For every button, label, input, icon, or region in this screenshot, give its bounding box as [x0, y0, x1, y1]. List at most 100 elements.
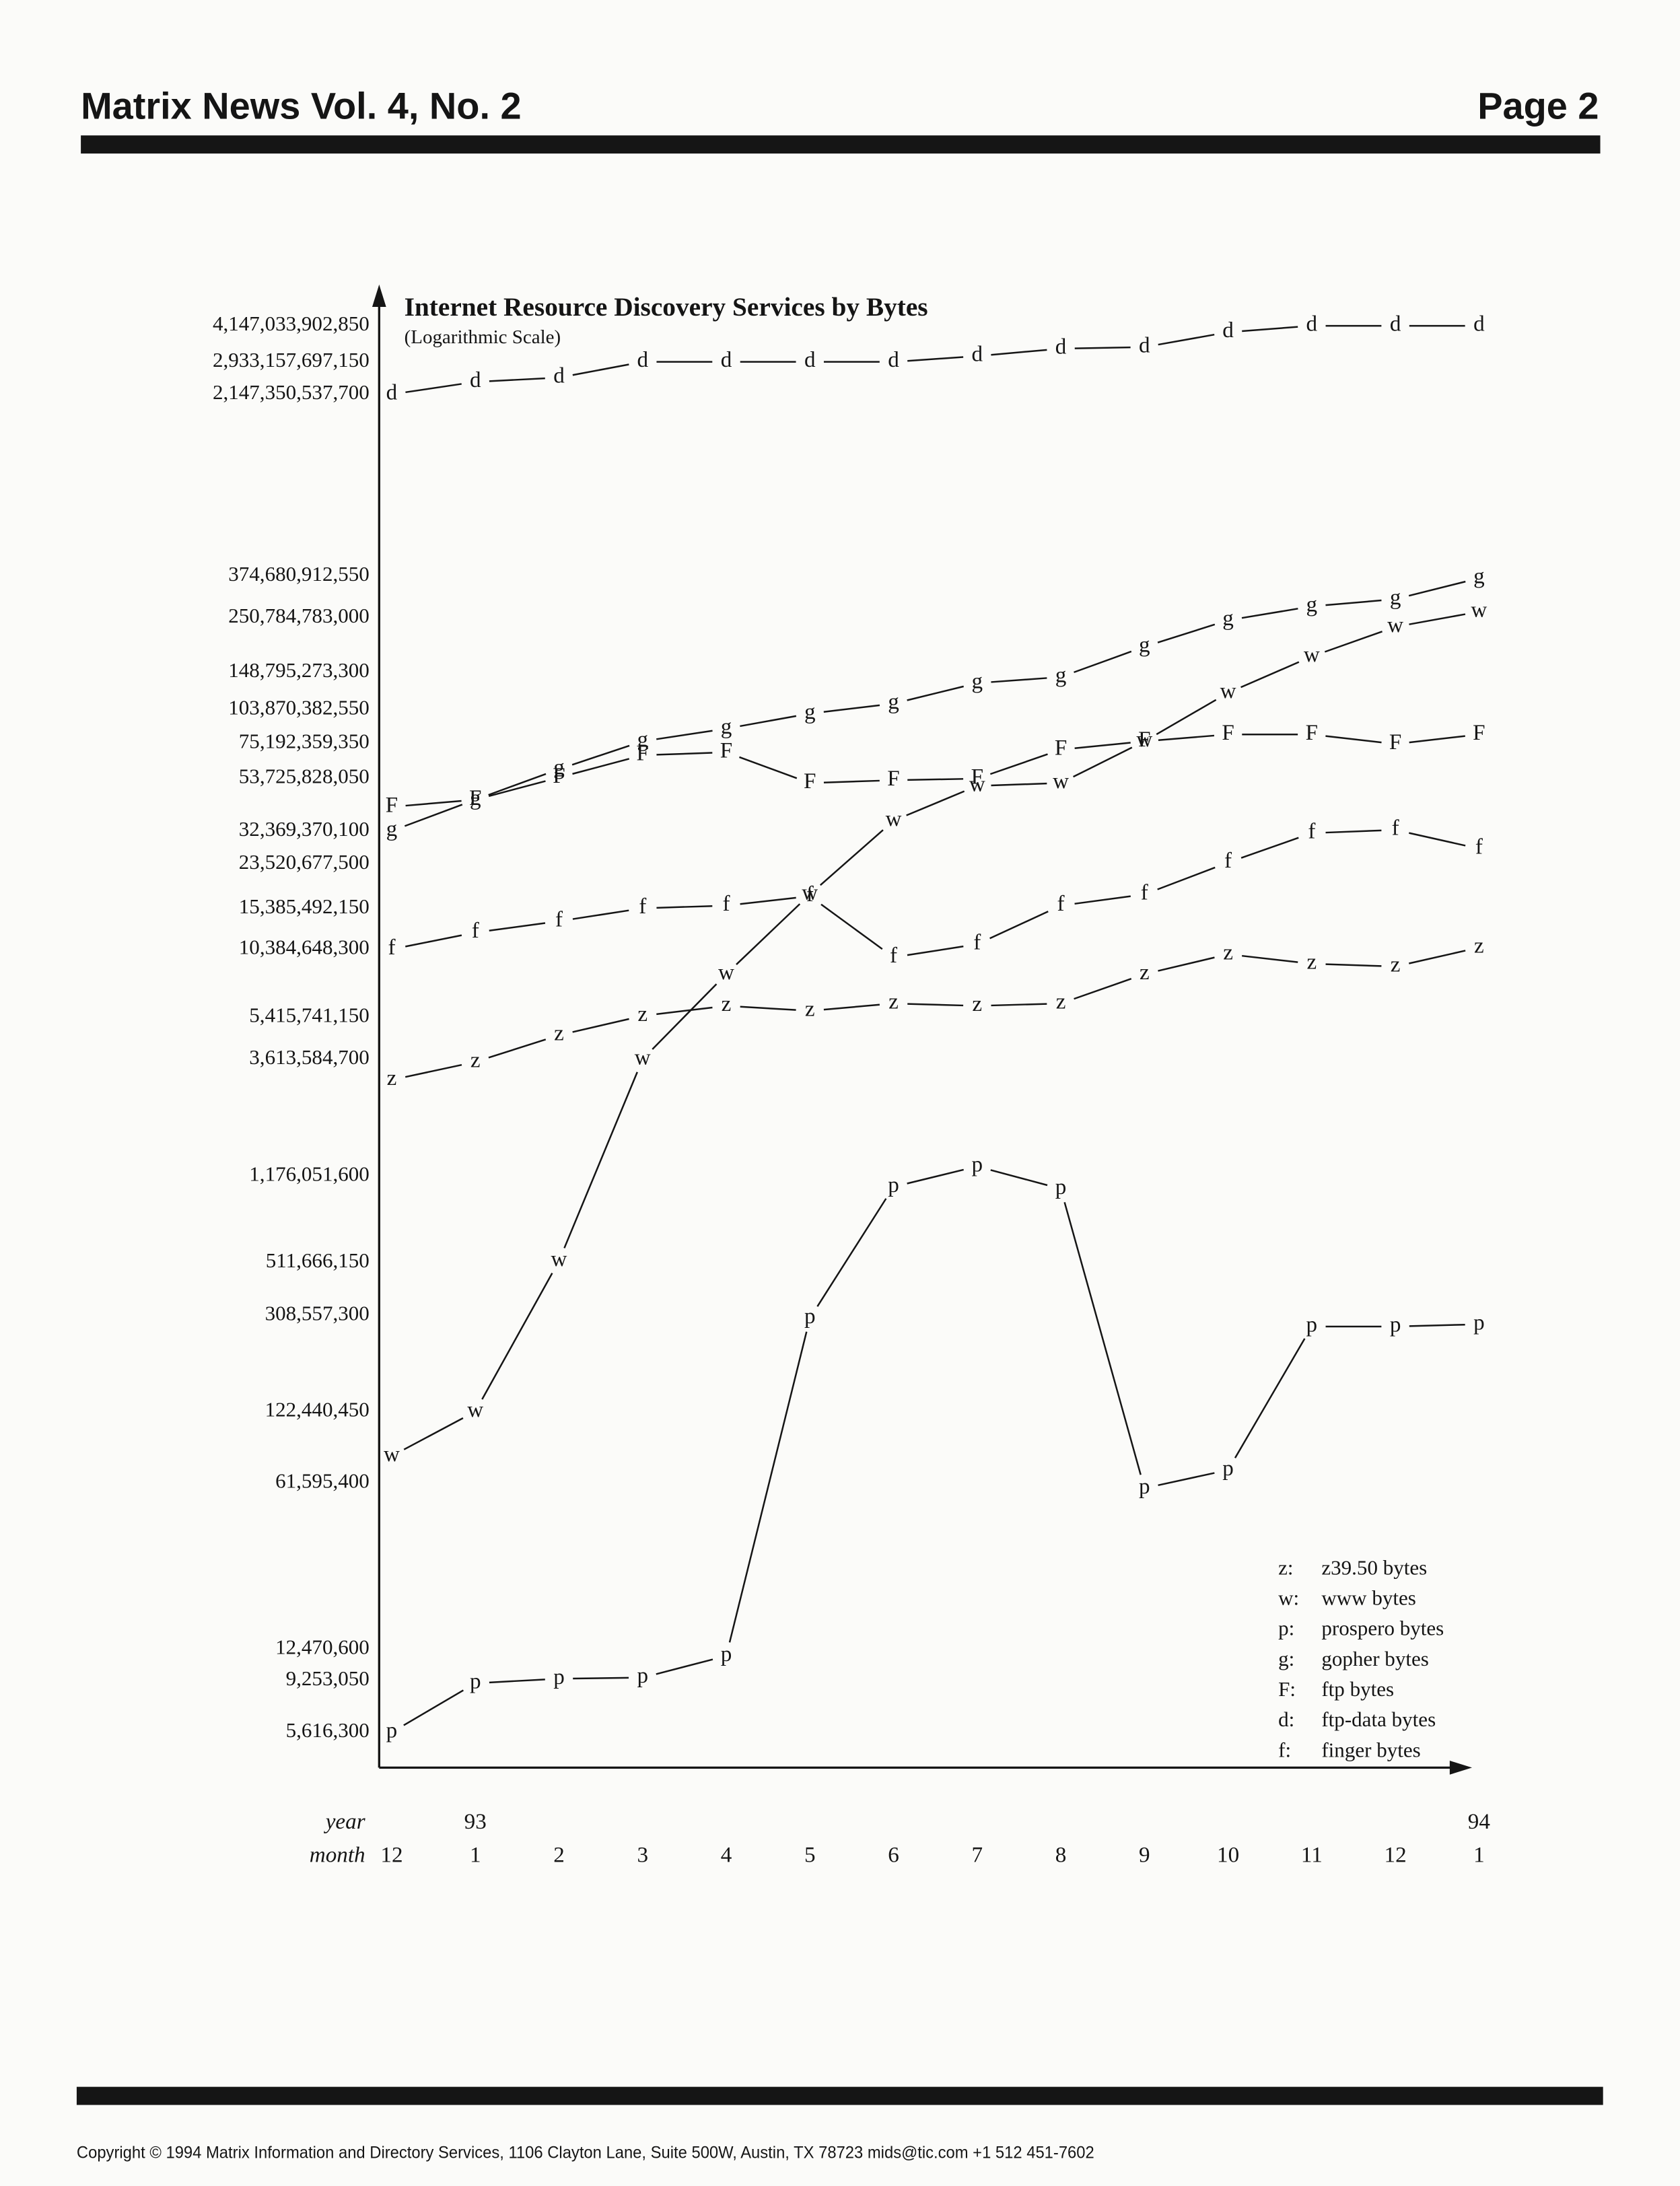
connector: [1156, 699, 1217, 736]
data-point: f: [806, 882, 814, 907]
y-tick-label: 374,680,912,550: [228, 562, 370, 586]
connector: [907, 685, 964, 701]
connector: [1158, 734, 1215, 741]
connector: [728, 1331, 808, 1643]
y-tick-label: 32,369,370,100: [239, 817, 370, 841]
data-point: w: [1471, 597, 1487, 622]
connector: [489, 377, 545, 382]
data-point: d: [470, 367, 481, 392]
data-point: f: [890, 943, 898, 968]
data-point: p: [972, 1152, 983, 1177]
legend-label: ftp-data bytes: [1321, 1707, 1436, 1731]
data-point: z: [972, 991, 982, 1016]
legend-key: F:: [1278, 1677, 1296, 1701]
legend-key: d:: [1278, 1707, 1294, 1731]
data-point: d: [888, 347, 899, 372]
chart-subtitle: (Logarithmic Scale): [405, 326, 561, 348]
connector: [1234, 1338, 1306, 1458]
connector: [990, 1169, 1048, 1187]
data-point: d: [804, 347, 816, 372]
connector: [1240, 661, 1300, 689]
data-point: g: [804, 699, 816, 724]
data-point: F: [887, 766, 899, 791]
connector: [405, 800, 462, 807]
connector: [907, 356, 964, 362]
legend-key: w:: [1278, 1586, 1299, 1610]
y-tick-label: 2,147,350,537,700: [213, 380, 370, 404]
y-tick-label: 15,385,492,150: [239, 894, 370, 918]
connector: [572, 363, 629, 376]
data-point: g: [1306, 592, 1318, 617]
connector: [989, 753, 1048, 775]
x-row-label: month: [310, 1843, 365, 1868]
connector: [736, 903, 801, 965]
data-point: w: [1304, 642, 1320, 667]
connector: [405, 383, 462, 394]
data-point: d: [1306, 312, 1318, 337]
data-point: w: [886, 806, 902, 831]
y-tick-label: 308,557,300: [265, 1301, 370, 1325]
data-point: f: [639, 894, 647, 919]
x-tick-label: 6: [888, 1843, 899, 1868]
connector: [1158, 1472, 1215, 1487]
data-point: g: [1055, 663, 1067, 688]
x-tick-label: 5: [804, 1843, 816, 1868]
data-point: p: [804, 1304, 816, 1329]
connector: [907, 945, 964, 956]
legend-label: z39.50 bytes: [1321, 1555, 1427, 1579]
data-point: z: [1056, 989, 1066, 1014]
data-point: z: [1391, 952, 1401, 977]
page-number: Page 2: [1477, 85, 1599, 127]
connector: [488, 780, 546, 798]
y-tick-label: 103,870,382,550: [228, 695, 370, 719]
data-point: w: [718, 960, 734, 985]
connector: [1241, 608, 1298, 619]
connector: [816, 1198, 887, 1307]
data-point: p: [1473, 1310, 1485, 1335]
connector: [1409, 832, 1466, 847]
data-point: g: [972, 669, 983, 694]
data-point: f: [555, 907, 563, 931]
connector: [563, 1071, 638, 1248]
data-point: f: [1308, 818, 1316, 843]
y-tick-label: 3,613,584,700: [249, 1045, 370, 1069]
connector: [991, 677, 1047, 683]
legend-label: www bytes: [1321, 1586, 1416, 1610]
data-point: f: [1057, 891, 1065, 916]
y-tick-label: 53,725,828,050: [239, 764, 370, 787]
connector: [481, 1273, 553, 1400]
connector: [740, 715, 797, 728]
connector: [571, 744, 630, 766]
header-title: Matrix News Vol. 4, No. 2: [81, 85, 522, 127]
connector: [740, 896, 796, 905]
connector: [572, 909, 629, 920]
data-point: d: [1055, 334, 1067, 359]
data-point: p: [1139, 1474, 1150, 1499]
data-point: w: [635, 1045, 651, 1069]
data-point: d: [1222, 318, 1234, 343]
connector: [1157, 623, 1216, 643]
data-point: f: [472, 918, 480, 943]
x-tick-label: 9: [1139, 1843, 1150, 1868]
data-point: g: [1390, 585, 1401, 610]
connector: [656, 730, 713, 740]
data-point: g: [386, 816, 398, 841]
chart: Internet Resource Discovery Services by …: [213, 284, 1490, 1868]
data-point: z: [1306, 950, 1317, 975]
data-point: d: [972, 342, 983, 367]
connector: [989, 911, 1049, 940]
data-point: w: [1220, 678, 1236, 703]
y-tick-label: 5,415,741,150: [249, 1003, 370, 1026]
x-tick-label: 12: [380, 1843, 403, 1868]
data-point: p: [1306, 1312, 1318, 1337]
connector: [1074, 346, 1131, 349]
connector: [1409, 950, 1466, 964]
connector: [403, 1417, 464, 1450]
connector: [1074, 742, 1131, 749]
legend-key: g:: [1278, 1647, 1294, 1670]
data-point: f: [973, 930, 981, 955]
data-point: F: [1222, 720, 1234, 745]
x-tick-label: 7: [972, 1843, 983, 1868]
data-point: z: [1140, 960, 1150, 985]
connector: [489, 1679, 545, 1684]
